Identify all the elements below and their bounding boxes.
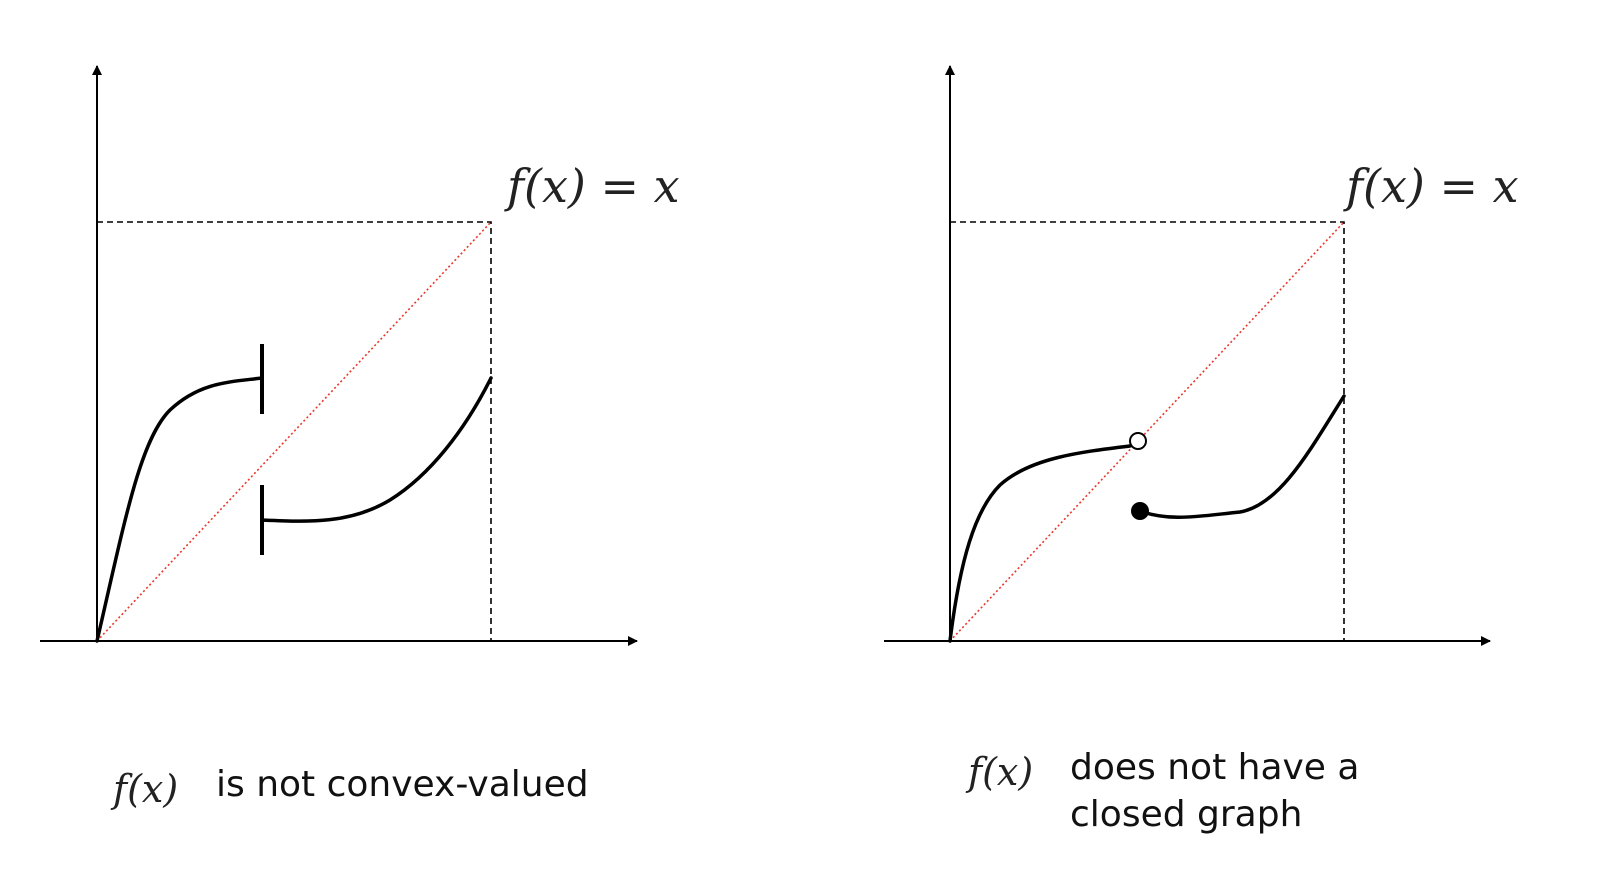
- caption-text-line-1: does not have a: [1070, 747, 1359, 788]
- curve-left-branch: [95, 376, 264, 643]
- caption-text-line-2: closed graph: [1070, 794, 1302, 835]
- diagonal-label: f(x) = x: [504, 159, 680, 213]
- caption-math: f(x): [110, 767, 178, 811]
- open-endpoint: [1129, 432, 1147, 450]
- curve-right-branch: [1138, 394, 1346, 519]
- caption-math: f(x): [965, 750, 1033, 794]
- caption-text: is not convex-valued: [216, 764, 589, 805]
- square-dashed-boundary: [950, 221, 1345, 641]
- curve-right-branch: [260, 376, 493, 523]
- panel-left: f(x) = x f(x) is not convex-valued: [40, 65, 680, 811]
- diagonal-line: [96, 221, 492, 642]
- diagonal-label: f(x) = x: [1343, 159, 1519, 213]
- curve-left-branch: [948, 444, 1132, 643]
- diagonal-line: [949, 221, 1345, 642]
- panel-right: f(x) = x f(x) does not have a closed gra…: [884, 65, 1519, 835]
- square-dashed-boundary: [97, 221, 492, 641]
